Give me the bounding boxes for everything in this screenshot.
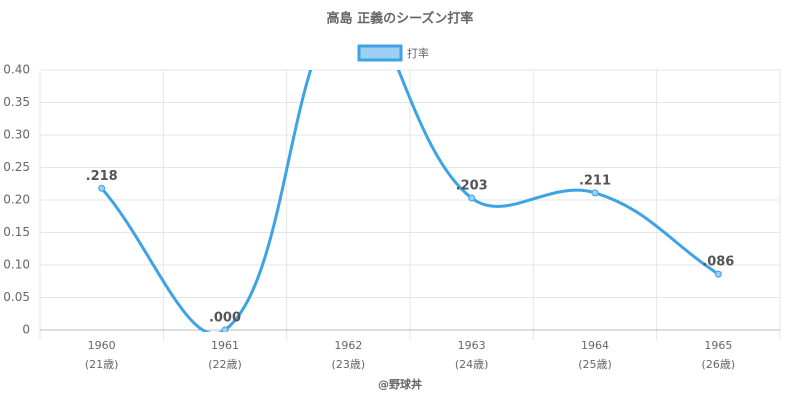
data-label: .203 xyxy=(456,179,488,194)
data-point xyxy=(221,326,229,332)
x-sub-label: (23歳) xyxy=(332,358,366,371)
data-point xyxy=(714,270,722,278)
data-point xyxy=(98,184,106,192)
legend-label: 打率 xyxy=(407,46,429,60)
x-sub-label: (24歳) xyxy=(455,358,489,371)
data-label: .000 xyxy=(209,311,241,326)
data-label: .211 xyxy=(579,173,611,188)
x-tick-label: 1965 xyxy=(704,339,732,352)
plot-area xyxy=(98,2,722,332)
x-sub-label: (26歳) xyxy=(702,358,736,371)
y-tick-label: 0.25 xyxy=(3,160,30,174)
data-label: .218 xyxy=(86,169,118,184)
x-sub-label: (21歳) xyxy=(85,358,119,371)
x-tick-label: 1962 xyxy=(334,339,362,352)
x-tick-label: 1960 xyxy=(88,339,116,352)
data-label: .086 xyxy=(702,255,734,270)
y-tick-label: 0.05 xyxy=(3,290,30,304)
chart-title: 高島 正義のシーズン打率 xyxy=(327,11,474,27)
data-point xyxy=(468,194,476,202)
data-point xyxy=(345,2,351,8)
x-sub-label: (25歳) xyxy=(578,358,612,371)
x-sub-label: (22歳) xyxy=(208,358,242,371)
y-tick-label: 0.10 xyxy=(3,258,30,272)
y-tick-label: 0 xyxy=(22,323,30,337)
y-tick-label: 0.40 xyxy=(3,63,30,77)
x-tick-label: 1964 xyxy=(581,339,609,352)
footer: @野球丼 xyxy=(378,377,422,391)
legend-swatch xyxy=(357,44,403,62)
y-tick-label: 0.35 xyxy=(3,95,30,109)
y-tick-label: 0.15 xyxy=(3,225,30,239)
y-tick-label: 0.20 xyxy=(3,193,30,207)
y-tick-label: 0.30 xyxy=(3,128,30,142)
x-tick-label: 1963 xyxy=(458,339,486,352)
x-tick-label: 1961 xyxy=(211,339,239,352)
data-point xyxy=(591,189,599,197)
